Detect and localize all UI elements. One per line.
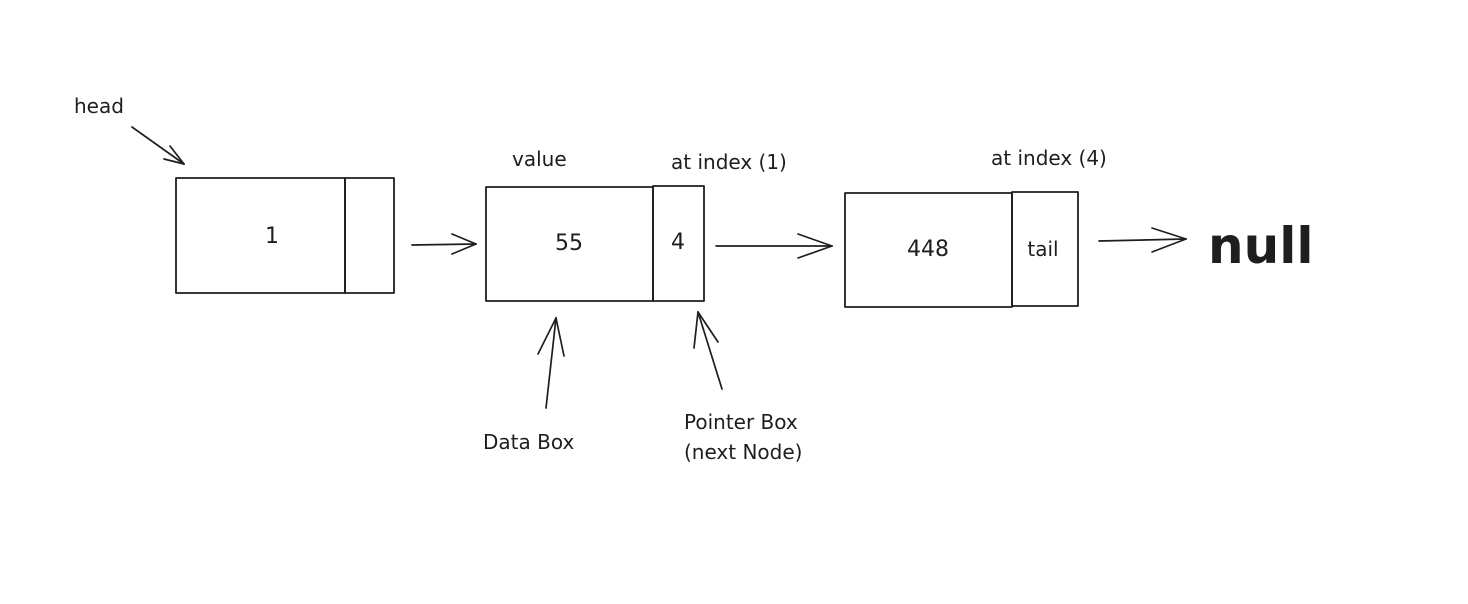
node-1-pointer-box [344,177,395,294]
node-2-pointer: 4 [671,230,685,255]
node-1: 1 [175,177,395,294]
node-2: 55 4 [485,185,705,302]
pointer-box-label-line2: (next Node) [684,440,802,464]
pointer-box-label-line1: Pointer Box [684,410,798,434]
index-4-label: at index (4) [991,146,1107,170]
pointer-box-arrow [693,311,723,390]
head-arrow [131,126,185,165]
node-2-pointer-box [652,185,705,302]
node-3-pointer: tail [1027,237,1058,261]
node-2-value: 55 [555,231,583,256]
index-1-label: at index (1) [671,150,787,174]
node-3: 448 tail [844,191,1079,308]
node-3-pointer-box [1011,191,1079,307]
arrow-node3-to-null [1098,227,1187,253]
node-3-value: 448 [907,237,949,262]
data-box-label: Data Box [483,430,574,454]
arrow-node1-to-node2 [411,233,477,255]
node-1-data-box [175,177,346,294]
node-1-value: 1 [265,224,279,249]
null-label: null [1208,217,1313,275]
value-label: value [512,147,567,171]
head-label: head [74,94,124,118]
data-box-arrow [537,317,565,409]
arrow-node2-to-node3 [715,233,833,259]
